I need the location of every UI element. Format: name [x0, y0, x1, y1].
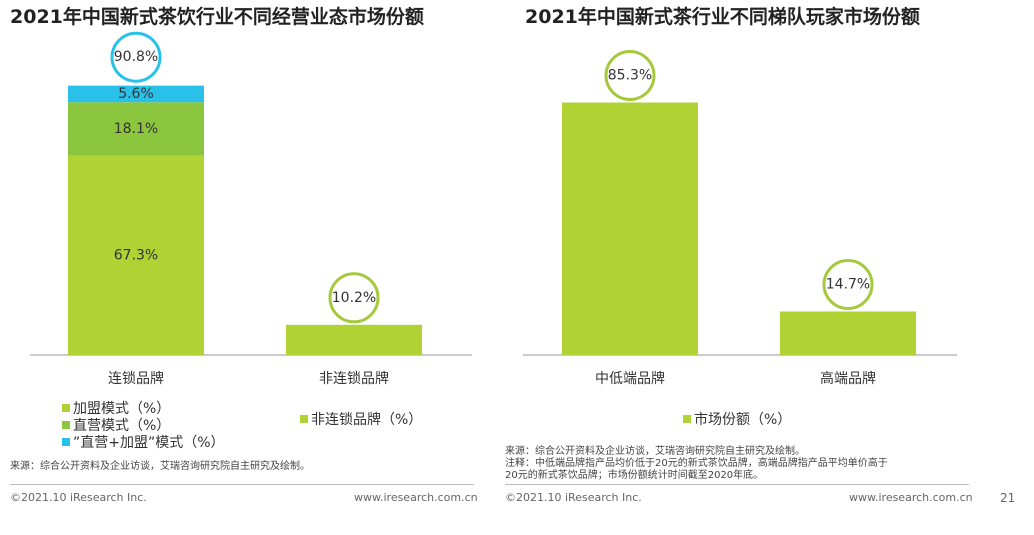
right-footer-divider	[505, 484, 969, 485]
left-site-link[interactable]: www.iresearch.com.cn	[354, 491, 478, 504]
right-source-note: 来源：综合公开资料及企业访谈，艾瑞咨询研究院自主研究及绘制。	[505, 446, 805, 457]
bar-mid-low	[562, 102, 698, 356]
legend-item-mixed: ”直营+加盟”模式（%）	[62, 432, 225, 452]
right-note-line1: 注释：中低端品牌指产品均价低于20元的新式茶饮品牌，高端品牌指产品平均单价高于	[505, 458, 888, 469]
legend-swatch-direct	[62, 421, 70, 429]
legend-label-market-share: 市场份额（%）	[694, 412, 792, 428]
legend-label-non-chain: 非连锁品牌（%）	[311, 412, 423, 428]
total-label-chain: 90.8%	[114, 49, 158, 65]
bar-mixed-chain	[68, 85, 204, 103]
x-tick-label-chain: 连锁品牌	[108, 370, 164, 387]
data-label-mixed: 5.6%	[118, 86, 154, 102]
right-site-link[interactable]: www.iresearch.com.cn	[849, 491, 973, 504]
right-note-line2: 20元的新式茶饮品牌；市场份额统计时间截至2020年底。	[505, 470, 764, 481]
data-label-mid-low-circle	[604, 50, 656, 102]
total-label-chain-circle	[110, 31, 162, 83]
legend-label-franchise: 加盟模式（%）	[73, 401, 171, 417]
bar-non-chain	[286, 324, 422, 355]
left-chart-title: 2021年中国新式茶饮行业不同经营业态市场份额	[10, 6, 424, 28]
legend-swatch-mixed	[62, 438, 70, 446]
x-tick-label-mid-low: 中低端品牌	[595, 370, 665, 387]
right-copyright: ©2021.10 iResearch Inc.	[505, 491, 642, 504]
bar-high-end	[780, 311, 916, 355]
legend-item-market-share: 市场份额（%）	[683, 409, 791, 429]
data-label-direct: 18.1%	[114, 121, 158, 137]
legend-label-mixed: ”直营+加盟”模式（%）	[73, 435, 225, 451]
legend-item-direct: 直营模式（%）	[62, 415, 170, 435]
page-number: 21	[1000, 491, 1016, 505]
bar-direct-chain	[68, 102, 204, 156]
legend-swatch-market-share	[683, 415, 691, 423]
left-copyright: ©2021.10 iResearch Inc.	[10, 491, 147, 504]
total-label-non-chain: 10.2%	[332, 290, 376, 306]
legend-swatch-non-chain	[300, 415, 308, 423]
legend-swatch-franchise	[62, 404, 70, 412]
data-label-high-end-circle	[822, 258, 874, 310]
left-footer-divider	[10, 484, 474, 485]
legend-item-non-chain: 非连锁品牌（%）	[300, 409, 422, 429]
total-label-non-chain-circle	[328, 272, 380, 324]
x-tick-label-non-chain: 非连锁品牌	[319, 370, 389, 387]
bar-franchise-chain	[68, 155, 204, 355]
data-label-mid-low: 85.3%	[608, 68, 652, 84]
right-chart-title: 2021年中国新式茶行业不同梯队玩家市场份额	[525, 6, 920, 28]
data-label-franchise: 67.3%	[114, 247, 158, 263]
x-tick-label-high-end: 高端品牌	[820, 370, 876, 387]
data-label-high-end: 14.7%	[826, 276, 870, 292]
legend-label-direct: 直营模式（%）	[73, 418, 171, 434]
legend-item-franchise: 加盟模式（%）	[62, 398, 170, 418]
left-source-note: 来源：综合公开资料及企业访谈，艾瑞咨询研究院自主研究及绘制。	[10, 461, 310, 472]
